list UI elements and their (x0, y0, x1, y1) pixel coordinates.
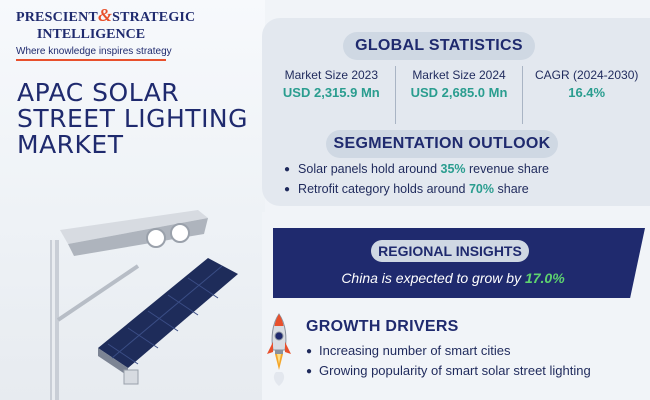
bullet-icon: ● (306, 346, 313, 357)
list-item-text: Increasing number of smart cities (319, 343, 511, 358)
regional-banner (273, 228, 645, 298)
segmentation-list: ● Solar panels hold around 35% revenue sh… (284, 162, 644, 202)
segmentation-heading: SEGMENTATION OUTLOOK (326, 130, 558, 158)
bullet-icon: ● (284, 184, 291, 195)
stat-value: USD 2,315.9 Mn (282, 85, 380, 100)
logo-divider (16, 59, 166, 61)
highlight-value: 70% (468, 182, 495, 196)
stat-label: Market Size 2024 (412, 68, 506, 82)
list-item-text: revenue share (465, 162, 549, 176)
list-item-text: Solar panels hold around (298, 162, 441, 176)
company-logo[interactable]: PRESCIENT&STRATEGIC INTELLIGENCE Where k… (16, 6, 216, 61)
stat-label: Market Size 2023 (284, 68, 379, 82)
solar-street-light-illustration (50, 210, 238, 400)
stat-label: CAGR (2024-2030) (534, 68, 639, 82)
regional-text-prefix: China is expected to grow by (341, 270, 525, 286)
logo-ampersand: & (97, 5, 113, 25)
list-item: ● Retrofit category holds around 70% shar… (284, 182, 644, 196)
logo-word-strategic: STRATEGIC (112, 10, 196, 25)
stat-market-size-2023: Market Size 2023 USD 2,315.9 Mn (268, 66, 395, 124)
bullet-icon: ● (306, 366, 313, 377)
list-item: ● Increasing number of smart cities (306, 343, 646, 358)
global-statistics-heading: GLOBAL STATISTICS (343, 32, 535, 60)
logo-tagline: Where knowledge inspires strategy (16, 46, 172, 57)
page-title: APAC SOLAR STREET LIGHTING MARKET (17, 78, 249, 159)
list-item: ● Growing popularity of smart solar stree… (306, 363, 646, 378)
regional-insights-heading: REGIONAL INSIGHTS (371, 240, 529, 262)
growth-drivers-heading: GROWTH DRIVERS (306, 318, 459, 335)
bullet-icon: ● (284, 164, 291, 175)
logo-name-line2: INTELLIGENCE (36, 27, 146, 42)
lamp-arm (56, 264, 140, 322)
list-item-text: Retrofit category holds around (298, 182, 469, 196)
list-item-text: Growing popularity of smart solar street… (319, 363, 591, 378)
list-item: ● Solar panels hold around 35% revenue sh… (284, 162, 644, 176)
highlight-value: 35% (440, 162, 466, 176)
list-item-text: share (494, 182, 529, 196)
regional-insight-text: China is expected to grow by 17.0% (273, 270, 633, 286)
stat-cagr: CAGR (2024-2030) 16.4% (522, 66, 650, 124)
stat-value: USD 2,685.0 Mn (410, 85, 508, 100)
lamp-led-left (146, 228, 166, 248)
stat-value: 16.4% (568, 85, 606, 100)
stat-market-size-2024: Market Size 2024 USD 2,685.0 Mn (394, 66, 523, 124)
lamp-led-right (170, 223, 190, 243)
logo-word-prescient: PRESCIENT (16, 10, 98, 25)
global-statistics: Market Size 2023 USD 2,315.9 Mn Market S… (268, 66, 650, 124)
rocket-icon (267, 313, 291, 386)
lamp-head (60, 210, 208, 244)
highlight-value: 17.0% (524, 270, 565, 286)
logo-name-line1: PRESCIENT&STRATEGIC (16, 6, 216, 26)
growth-drivers-list: ● Increasing number of smart cities ● Grow… (306, 343, 646, 383)
